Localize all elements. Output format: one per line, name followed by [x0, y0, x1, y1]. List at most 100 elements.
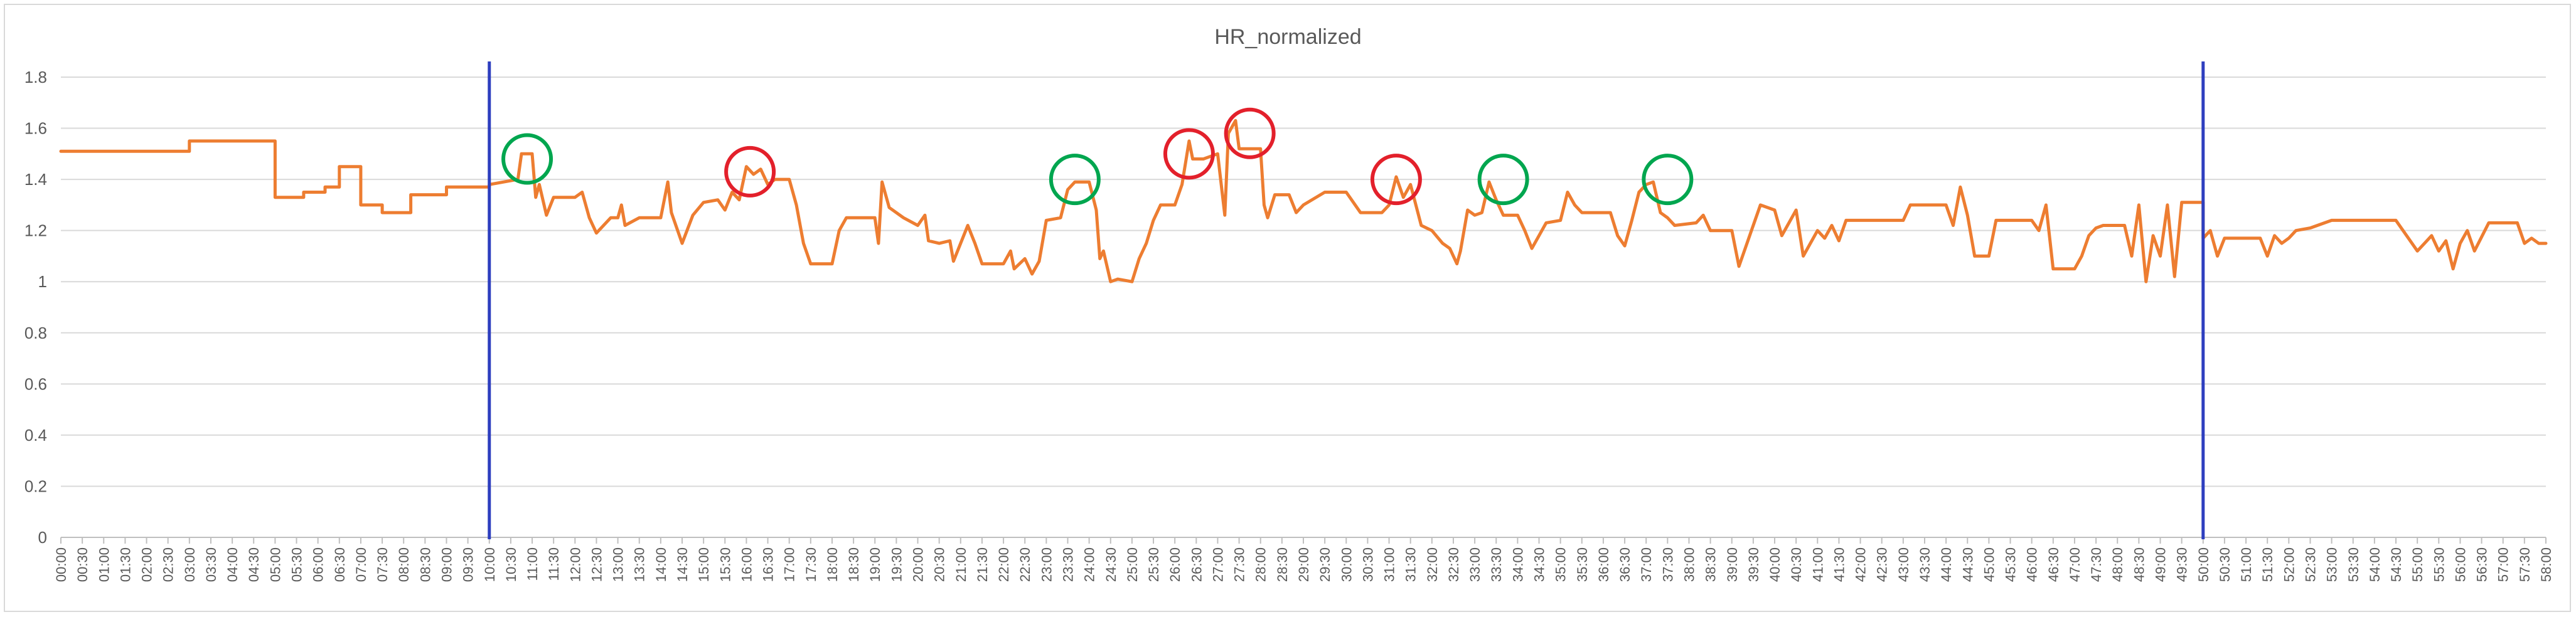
- x-tick-label: 37:30: [1660, 547, 1675, 582]
- x-tick-label: 02:30: [161, 547, 176, 582]
- x-tick-label: 00:30: [75, 547, 90, 582]
- x-tick-label: 41:00: [1810, 547, 1825, 582]
- x-tick-label: 41:30: [1831, 547, 1847, 582]
- x-tick-label: 29:00: [1296, 547, 1312, 582]
- x-tick-label: 23:00: [1039, 547, 1054, 582]
- x-tick-label: 08:30: [417, 547, 433, 582]
- x-tick-label: 11:00: [525, 547, 540, 581]
- x-tick-label: 03:00: [182, 547, 198, 582]
- x-tick-label: 35:00: [1553, 547, 1569, 582]
- x-tick-label: 15:30: [717, 547, 733, 582]
- x-tick-label: 27:30: [1232, 547, 1248, 582]
- x-tick-label: 42:00: [1853, 547, 1869, 582]
- x-tick-label: 21:00: [953, 547, 969, 582]
- x-axis-ticks: 00:00 00:30 01:00 01:30 02:00 02:30 03:00 03:30…: [53, 537, 2554, 582]
- x-tick-label: 09:00: [439, 547, 454, 582]
- x-tick-label: 53:00: [2324, 547, 2340, 582]
- x-tick-label: 01:30: [117, 547, 133, 582]
- x-tick-label: 18:00: [825, 547, 840, 582]
- x-tick-label: 29:30: [1317, 547, 1333, 582]
- x-tick-label: 43:00: [1896, 547, 1911, 582]
- x-tick-label: 40:00: [1767, 547, 1783, 582]
- green-circle-annotation: [1049, 154, 1101, 206]
- x-tick-label: 09:30: [461, 547, 476, 582]
- x-tick-label: 10:30: [503, 547, 519, 582]
- x-tick-label: 33:00: [1467, 547, 1483, 582]
- x-tick-label: 20:30: [932, 547, 948, 582]
- y-tick-label: 0.4: [24, 426, 47, 445]
- y-tick-label: 1.4: [24, 170, 47, 189]
- x-tick-label: 24:00: [1082, 547, 1098, 582]
- x-tick-label: 07:30: [375, 547, 390, 582]
- x-tick-label: 06:30: [332, 547, 348, 582]
- x-tick-label: 33:30: [1488, 547, 1504, 582]
- x-tick-label: 57:30: [2517, 547, 2533, 582]
- x-tick-label: 39:00: [1724, 547, 1740, 582]
- x-tick-label: 16:30: [761, 547, 776, 582]
- y-tick-label: 0.6: [24, 374, 47, 393]
- x-tick-label: 22:30: [1017, 547, 1033, 582]
- x-tick-label: 06:00: [311, 547, 326, 582]
- x-tick-label: 55:00: [2410, 547, 2425, 582]
- x-tick-label: 04:30: [246, 547, 262, 582]
- x-tick-label: 45:00: [1981, 547, 1997, 582]
- x-tick-label: 26:30: [1189, 547, 1204, 582]
- chart-title: HR_normalized: [1214, 25, 1362, 49]
- x-tick-label: 43:30: [1917, 547, 1933, 582]
- x-tick-label: 58:00: [2538, 547, 2554, 582]
- x-tick-label: 13:00: [611, 547, 626, 582]
- x-tick-label: 50:30: [2217, 547, 2233, 582]
- x-tick-label: 46:30: [2046, 547, 2061, 582]
- red-circle-annotation: [1370, 154, 1422, 206]
- x-tick-label: 34:00: [1510, 547, 1526, 582]
- annotations: [501, 107, 1694, 206]
- x-tick-label: 57:00: [2496, 547, 2511, 582]
- x-tick-label: 10:00: [482, 547, 498, 582]
- x-tick-label: 26:00: [1167, 547, 1183, 582]
- x-tick-label: 49:30: [2174, 547, 2190, 582]
- x-tick-label: 37:00: [1638, 547, 1654, 582]
- x-tick-label: 12:00: [567, 547, 583, 582]
- x-tick-label: 31:30: [1403, 547, 1419, 582]
- red-circle-annotation: [724, 145, 776, 198]
- x-tick-label: 30:30: [1360, 547, 1376, 582]
- y-tick-label: 1.2: [24, 221, 47, 240]
- x-tick-label: 17:00: [782, 547, 798, 582]
- x-tick-label: 16:00: [739, 547, 754, 582]
- vertical-markers: [488, 61, 2205, 539]
- red-circle-annotation: [1163, 128, 1215, 180]
- x-tick-label: 54:30: [2388, 547, 2404, 582]
- x-tick-label: 05:00: [267, 547, 283, 582]
- x-tick-label: 02:00: [139, 547, 155, 582]
- green-circle-annotation: [1642, 154, 1694, 206]
- x-tick-label: 40:30: [1788, 547, 1804, 582]
- x-tick-label: 32:00: [1424, 547, 1440, 582]
- green-circle-annotation: [501, 133, 553, 185]
- y-tick-label: 1.8: [24, 68, 47, 87]
- y-tick-label: 0: [38, 528, 47, 547]
- x-tick-label: 34:30: [1532, 547, 1547, 582]
- x-tick-label: 31:00: [1382, 547, 1398, 582]
- x-tick-label: 36:30: [1617, 547, 1633, 582]
- x-tick-label: 52:00: [2281, 547, 2297, 582]
- x-tick-label: 32:30: [1446, 547, 1462, 582]
- x-tick-label: 51:30: [2260, 547, 2275, 582]
- y-tick-label: 0.2: [24, 477, 47, 495]
- x-tick-label: 47:30: [2088, 547, 2104, 582]
- series-layer: [59, 119, 2548, 283]
- x-tick-label: 15:00: [696, 547, 712, 582]
- x-tick-label: 53:30: [2346, 547, 2361, 582]
- x-tick-label: 25:00: [1125, 547, 1140, 582]
- x-tick-label: 21:30: [975, 547, 990, 582]
- red-circle-annotation: [1224, 107, 1276, 159]
- y-axis-ticks: 0 0.2 0.4 0.6 0.8 1 1.2 1.4 1.6 1.8: [24, 68, 47, 547]
- x-tick-label: 20:00: [911, 547, 926, 582]
- y-tick-label: 1: [38, 272, 47, 291]
- x-tick-label: 18:30: [846, 547, 862, 582]
- series-line-0: [59, 119, 2548, 283]
- x-tick-label: 38:30: [1703, 547, 1719, 582]
- x-tick-label: 36:00: [1596, 547, 1611, 582]
- x-tick-label: 05:30: [289, 547, 305, 582]
- x-tick-label: 23:30: [1060, 547, 1076, 582]
